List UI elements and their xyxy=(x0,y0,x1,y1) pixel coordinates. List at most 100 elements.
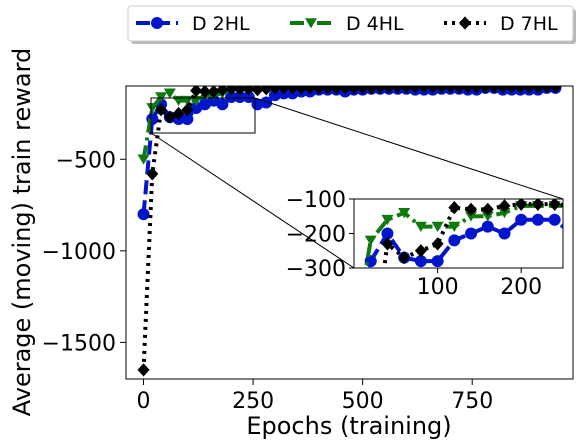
data-point-d-7hl xyxy=(172,106,185,121)
data-point-d-7hl xyxy=(391,86,404,94)
inset-data-point-d-4hl xyxy=(448,221,461,232)
data-point-d-7hl xyxy=(409,86,422,94)
data-point-d-7hl xyxy=(453,86,466,94)
data-point-d-4hl xyxy=(137,154,150,165)
data-point-d-7hl xyxy=(330,86,343,95)
inset-data-point-d-7hl xyxy=(431,237,444,251)
inset-chart: 100 200 −100 −200 −300 xyxy=(286,188,564,300)
x-tick-label: 0 xyxy=(137,389,151,414)
data-point-d-7hl xyxy=(286,86,299,95)
data-point-d-7hl xyxy=(190,86,203,98)
inset-y-tick-label: −300 xyxy=(286,257,346,282)
data-point-d-7hl xyxy=(269,86,281,95)
data-point-d-7hl xyxy=(207,86,220,99)
data-point-d-7hl xyxy=(514,86,527,94)
inset-data-point-d-2hl xyxy=(381,227,394,240)
data-point-d-7hl xyxy=(181,103,194,117)
inset-data-point-d-7hl xyxy=(515,199,528,211)
data-point-d-7hl xyxy=(339,86,352,95)
data-point-d-7hl xyxy=(418,86,430,94)
inset-data-point-d-4hl xyxy=(481,211,494,222)
data-point-d-7hl xyxy=(225,86,238,96)
x-tick-label: 750 xyxy=(451,389,493,414)
data-point-d-7hl xyxy=(233,86,246,96)
data-point-d-7hl xyxy=(488,86,501,94)
zoom-connector-line-right xyxy=(254,97,564,200)
data-point-d-2hl xyxy=(242,90,255,103)
inset-x-tick-label: 200 xyxy=(500,275,542,300)
inset-y-tick-label: −200 xyxy=(286,223,346,248)
data-point-d-7hl xyxy=(374,86,387,94)
data-point-d-7hl xyxy=(540,86,553,94)
legend-marker-d-2hl xyxy=(151,17,163,29)
inset-data-point-d-7hl xyxy=(531,199,544,211)
inset-data-point-d-2hl xyxy=(414,255,427,268)
data-point-d-4hl xyxy=(155,92,168,103)
inset-data-point-d-2hl xyxy=(531,213,544,226)
inset-data-point-d-7hl xyxy=(548,199,561,211)
inset-data-point-d-7hl xyxy=(465,202,478,216)
data-point-d-7hl xyxy=(400,86,413,94)
inset-data-point-d-7hl xyxy=(481,202,494,216)
data-point-d-2hl xyxy=(260,96,273,109)
inset-data-point-d-2hl xyxy=(498,227,511,240)
x-tick-label: 250 xyxy=(232,389,274,414)
x-tick-label: 500 xyxy=(342,389,384,414)
data-point-d-7hl xyxy=(461,86,474,94)
legend: D 2HL D 4HL D 7HL xyxy=(127,5,576,44)
data-point-d-2hl xyxy=(216,98,229,111)
y-axis-label: Average (moving) train reward xyxy=(8,48,36,417)
data-point-d-7hl xyxy=(304,86,317,95)
data-point-d-4hl xyxy=(163,88,176,99)
data-point-d-7hl xyxy=(198,86,211,99)
data-point-d-7hl xyxy=(470,86,483,94)
y-tick-label: −500 xyxy=(56,148,116,173)
data-point-d-7hl xyxy=(523,86,536,94)
data-point-d-7hl xyxy=(435,86,448,94)
data-point-d-7hl xyxy=(496,86,509,94)
data-point-d-7hl xyxy=(146,167,159,181)
data-point-d-7hl xyxy=(242,86,255,96)
zoom-region-box xyxy=(150,97,256,134)
data-point-d-4hl xyxy=(146,103,159,114)
inset-data-point-d-4hl xyxy=(414,221,427,232)
data-point-d-7hl xyxy=(295,86,308,95)
data-point-d-7hl xyxy=(347,86,360,95)
inset-data-point-d-7hl xyxy=(381,237,394,251)
zoom-connector-line-left xyxy=(150,132,355,269)
data-point-d-7hl xyxy=(426,86,439,94)
data-point-d-7hl xyxy=(356,86,369,95)
inset-x-tick-label: 100 xyxy=(417,275,459,300)
y-tick-label: −1500 xyxy=(42,331,116,356)
inset-data-point-d-4hl xyxy=(398,208,411,219)
legend-frame xyxy=(127,5,574,42)
inset-data-point-d-4hl xyxy=(381,214,394,226)
inset-data-point-d-2hl xyxy=(431,255,444,268)
inset-data-point-d-4hl xyxy=(431,221,444,232)
data-point-d-7hl xyxy=(312,86,325,95)
data-point-d-2hl xyxy=(137,208,150,221)
x-axis-label: Epochs (training) xyxy=(246,412,451,440)
inset-data-point-d-2hl xyxy=(465,227,478,240)
inset-data-point-d-4hl xyxy=(465,211,478,222)
legend-marker-d-7hl xyxy=(459,16,471,30)
inset-data-point-d-7hl xyxy=(414,244,427,258)
inset-data-point-d-2hl xyxy=(481,220,494,233)
data-point-d-7hl xyxy=(365,86,378,95)
inset-data-point-d-7hl xyxy=(498,199,511,213)
legend-label-d-4hl: D 4HL xyxy=(346,13,404,35)
legend-label-d-2hl: D 2HL xyxy=(192,13,250,35)
data-point-d-7hl xyxy=(505,86,518,94)
inset-data-point-d-2hl xyxy=(448,234,461,247)
data-point-d-7hl xyxy=(531,86,544,94)
data-point-d-7hl xyxy=(444,86,457,94)
inset-y-tick-label: −100 xyxy=(286,188,346,213)
y-tick-label: −1000 xyxy=(42,240,116,265)
inset-data-point-d-2hl xyxy=(548,213,561,226)
inset-data-point-d-4hl xyxy=(498,208,511,219)
data-point-d-7hl xyxy=(260,86,273,96)
data-point-d-7hl xyxy=(137,363,150,377)
legend-label-d-7hl: D 7HL xyxy=(500,13,558,35)
inset-data-point-d-7hl xyxy=(398,251,411,265)
